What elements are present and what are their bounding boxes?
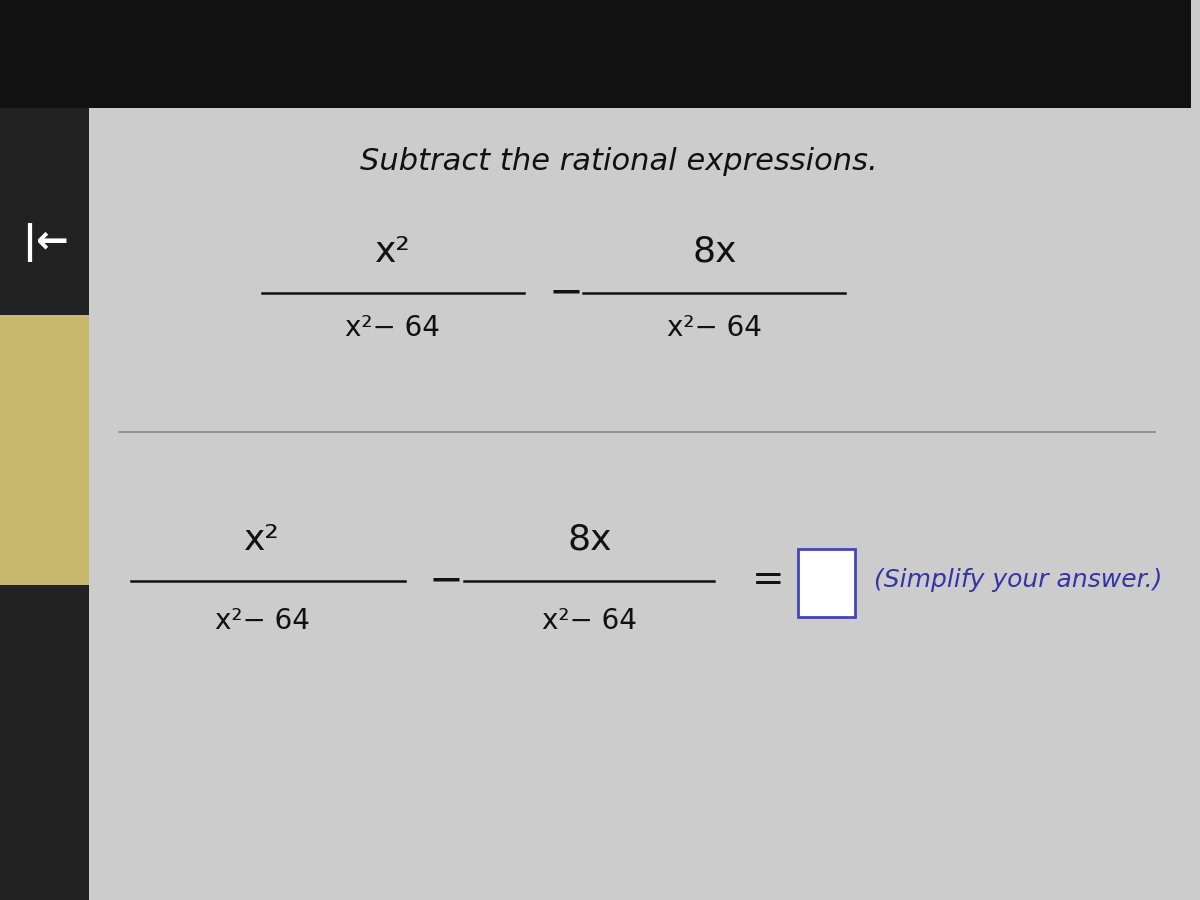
Bar (0, 315, 89, 585)
Text: Subtract the rational expressions.: Subtract the rational expressions. (360, 148, 878, 176)
Text: (Simplify your answer.): (Simplify your answer.) (874, 569, 1163, 592)
Bar (798, 549, 854, 616)
Text: x²− 64: x²− 64 (667, 314, 762, 343)
Bar (0, 0, 1190, 108)
Text: −: − (430, 560, 464, 601)
Bar (0, 108, 89, 900)
Text: −: − (548, 272, 583, 313)
Text: =: = (751, 562, 785, 599)
Text: x²− 64: x²− 64 (346, 314, 440, 343)
Text: x²: x² (376, 235, 410, 269)
Text: 8x: 8x (568, 523, 612, 557)
Text: x²− 64: x²− 64 (215, 607, 310, 635)
Text: x²− 64: x²− 64 (542, 607, 637, 635)
Text: |←: |← (22, 223, 68, 263)
Text: 8x: 8x (692, 235, 737, 269)
Text: x²: x² (244, 523, 280, 557)
